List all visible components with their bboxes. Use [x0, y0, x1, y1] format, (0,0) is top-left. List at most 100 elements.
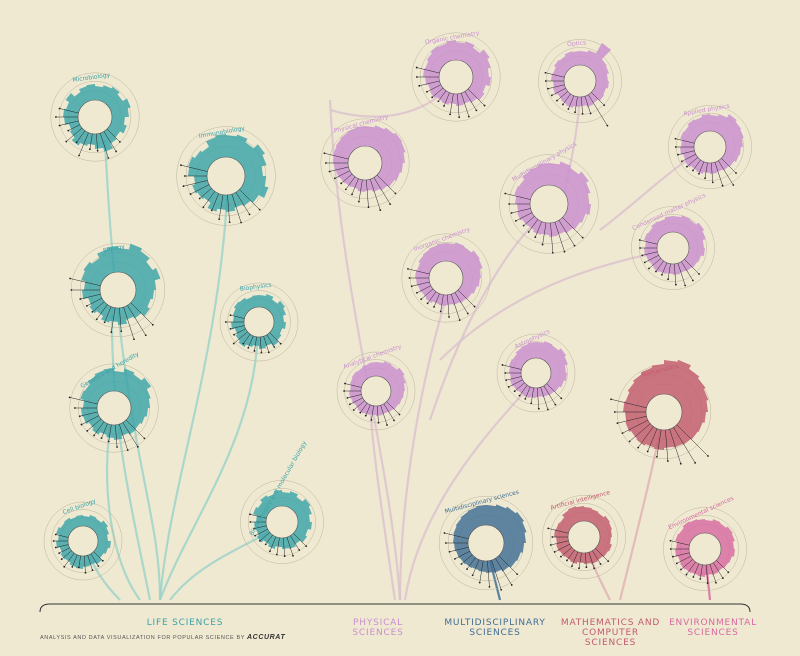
discipline-label: Biophysics	[239, 282, 272, 293]
citation-line	[629, 423, 651, 442]
citation-dot	[143, 437, 146, 440]
citation-dot	[553, 551, 556, 553]
citation-line	[449, 93, 454, 115]
citation-line	[101, 423, 108, 439]
citation-line	[55, 534, 69, 538]
citation-line	[591, 92, 605, 106]
citation-line	[676, 556, 691, 564]
citation-dot	[675, 562, 678, 565]
discipline-area	[644, 215, 706, 275]
citation-dot	[458, 116, 461, 119]
citation-dot	[343, 390, 345, 392]
discipline-flower: Microbiology	[50, 72, 140, 162]
citation-dot	[562, 103, 564, 106]
citation-dot	[500, 588, 503, 591]
citation-line	[64, 552, 75, 567]
citation-line	[108, 424, 112, 442]
citation-line	[680, 559, 693, 570]
citation-dot	[628, 440, 631, 443]
citation-line	[515, 212, 533, 222]
citation-dot	[471, 574, 474, 577]
citation-dot	[210, 209, 213, 212]
citation-line	[551, 88, 566, 96]
citation-line	[502, 364, 522, 370]
citation-dot	[180, 164, 182, 167]
citation-line	[83, 555, 86, 573]
citation-dot	[370, 419, 373, 421]
inner-ring	[243, 306, 275, 338]
inner-ring	[693, 130, 727, 164]
citation-line	[672, 552, 690, 557]
citation-dot	[377, 421, 380, 424]
citation-line	[574, 96, 578, 113]
citation-dot	[89, 148, 91, 151]
citation-dot	[218, 218, 221, 221]
discipline-area	[551, 42, 612, 108]
citation-dot	[585, 566, 588, 569]
citation-dot	[672, 555, 674, 558]
citation-dot	[563, 250, 566, 253]
citation-line	[438, 90, 447, 102]
citation-line	[543, 385, 556, 405]
citation-dot	[578, 567, 580, 570]
citation-line	[265, 534, 273, 545]
citation-dot	[443, 532, 446, 534]
citation-dot	[305, 545, 308, 548]
citation-line	[617, 415, 647, 424]
citation-dot	[254, 534, 256, 537]
inner-ring	[347, 145, 383, 181]
citation-line	[562, 217, 583, 238]
citation-dot	[666, 460, 669, 462]
citation-line	[536, 387, 540, 409]
citation-line	[655, 260, 664, 272]
citation-line	[55, 544, 69, 548]
citation-line	[351, 178, 359, 195]
citation-line	[677, 150, 695, 155]
citation-line	[290, 535, 300, 551]
citation-dot	[410, 285, 413, 288]
citation-line	[119, 424, 128, 451]
discipline-area	[514, 161, 591, 237]
citation-dot	[524, 397, 527, 400]
inner-ring	[688, 532, 722, 566]
citation-dot	[449, 113, 451, 116]
citation-dot	[554, 403, 557, 406]
citation-line	[514, 382, 525, 392]
citation-dot	[151, 323, 154, 326]
citation-dot	[655, 270, 657, 273]
citation-dot	[551, 536, 554, 538]
inner-ring	[96, 390, 132, 426]
discipline-flower: Biochemistry and molecular biology	[240, 440, 324, 564]
branch	[110, 299, 152, 601]
guide-ring	[550, 503, 618, 571]
discipline-flower: Cell biology	[43, 497, 123, 581]
citation-line	[78, 555, 81, 568]
discipline-flower: Physical chemistry	[320, 113, 410, 211]
citation-dot	[445, 542, 447, 544]
discipline-flower: Mathematics	[610, 359, 712, 465]
citation-dot	[599, 563, 602, 565]
citation-dot	[71, 565, 74, 568]
citation-dot	[516, 573, 519, 576]
citation-line	[556, 91, 568, 101]
citation-dot	[504, 192, 507, 195]
discipline-label: Optics	[567, 39, 587, 48]
citation-dot	[721, 577, 724, 580]
citation-line	[93, 551, 103, 561]
guide-ring	[499, 154, 599, 254]
citation-dot	[229, 327, 232, 330]
citation-dot	[661, 273, 663, 276]
citation-dot	[84, 571, 87, 574]
citation-line	[376, 174, 396, 194]
citation-dot	[684, 284, 687, 287]
citation-line	[269, 332, 281, 344]
citation-dot	[518, 394, 521, 397]
citation-dot	[483, 104, 486, 107]
citation-dot	[685, 573, 688, 576]
citation-dot	[75, 141, 78, 144]
citation-dot	[544, 80, 547, 82]
citation-dot	[550, 94, 553, 97]
inner-ring	[206, 156, 246, 196]
citation-dot	[514, 219, 517, 222]
citation-dot	[393, 419, 395, 422]
